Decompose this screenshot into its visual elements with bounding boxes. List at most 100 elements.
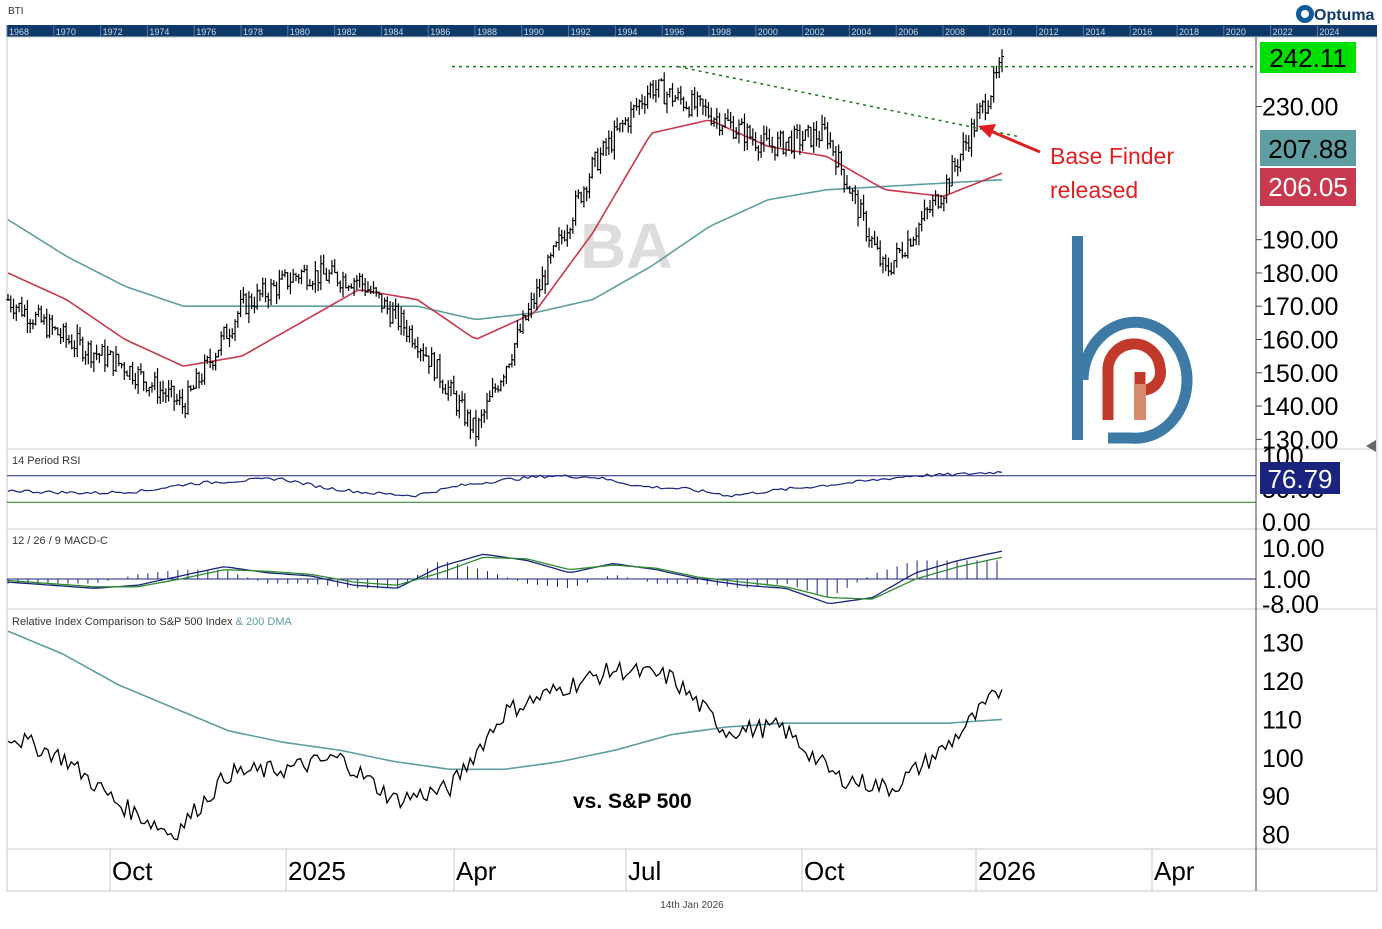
macd-y-tick: -8.00	[1262, 591, 1319, 619]
year-tick-label: 1980	[290, 27, 310, 37]
last-price-value: 242.11	[1269, 43, 1347, 73]
ma200-value-label: 207.88	[1260, 130, 1356, 166]
year-tick-label: 2002	[805, 27, 825, 37]
x-axis-tick-label: 2025	[288, 856, 346, 886]
relative-dma200-line	[7, 630, 1003, 771]
ma50-value-box	[1260, 168, 1356, 206]
price-overlays-layer	[452, 65, 1256, 138]
x-axis-tick-label: Oct	[804, 856, 845, 886]
relative-y-tick: 100	[1262, 745, 1304, 773]
year-tick-label: 1970	[56, 27, 76, 37]
annotation-line-2: released	[1050, 177, 1138, 203]
brand-mark-icon	[1072, 236, 1193, 444]
year-tick-label: 1988	[477, 27, 497, 37]
ma200-value-box	[1260, 130, 1356, 166]
base-finder-annotation: Base Finder released	[978, 124, 1174, 203]
year-tick-label: 1990	[524, 27, 544, 37]
year-tick-label: 2022	[1273, 27, 1293, 37]
ma200-layer	[7, 179, 1003, 321]
rsi-title: 14 Period RSI	[12, 455, 80, 467]
year-tick-label: 1986	[430, 27, 450, 37]
relative-line	[7, 660, 1003, 841]
price-y-tick: 230.00	[1262, 94, 1338, 122]
ma200-line	[7, 179, 1003, 321]
year-tick-label: 2016	[1132, 27, 1152, 37]
x-axis-tick-label: Oct	[112, 856, 153, 886]
macd-y-tick: 1.00	[1262, 566, 1311, 594]
ma50-value-label: 206.05	[1260, 168, 1356, 206]
footer-date: 14th Jan 2026	[660, 900, 724, 911]
annotation-line-1: Base Finder	[1050, 143, 1174, 169]
macd-y-tick: 10.00	[1262, 535, 1325, 563]
relative-title-main: Relative Index Comparison to S&P 500 Ind…	[12, 616, 233, 628]
optuma-logo: Optuma	[1296, 5, 1375, 24]
year-tick-label: 2006	[898, 27, 918, 37]
price-y-tick: 150.00	[1262, 360, 1338, 388]
year-tick-label: 2014	[1085, 27, 1105, 37]
price-bars-layer	[6, 49, 1004, 447]
annotation-arrow-line	[987, 128, 1041, 154]
rsi-last-value: 76.79	[1267, 464, 1332, 494]
year-tick-label: 2020	[1226, 27, 1246, 37]
year-tick-label: 1992	[571, 27, 591, 37]
brand-mark-accent	[1134, 384, 1146, 420]
relative-y-tick: 120	[1262, 668, 1304, 696]
optuma-logo-icon-inner	[1301, 10, 1309, 18]
macd-layer: 10.00 1.00-8.00	[7, 535, 1325, 619]
price-y-tick: 170.00	[1262, 293, 1338, 321]
panel-collapse-handle-icon[interactable]	[1366, 440, 1376, 452]
relative-y-tick: 90	[1262, 783, 1290, 811]
year-tick-label: 2010	[992, 27, 1012, 37]
year-tick-label: 2012	[1039, 27, 1059, 37]
year-tick-label: 1994	[617, 27, 637, 37]
relative-y-tick: 80	[1262, 821, 1290, 849]
watermark-ticker: BA	[580, 210, 672, 282]
year-tick-label: 1978	[243, 27, 263, 37]
ma200-value: 207.88	[1268, 134, 1348, 164]
price-y-tick: 130.00	[1262, 426, 1338, 454]
x-axis-labels: Oct 2025 Apr Jul Oct 2026 Apr	[109, 849, 1195, 891]
ma50-value: 206.05	[1268, 172, 1348, 202]
macd-signal-line	[7, 556, 1003, 600]
year-strip[interactable]	[7, 25, 1377, 37]
price-y-tick: 160.00	[1262, 327, 1338, 355]
brand-mark-red-arc	[1102, 338, 1166, 420]
year-tick-label: 1982	[337, 27, 357, 37]
relative-title: Relative Index Comparison to S&P 500 Ind…	[12, 616, 293, 628]
year-tick-label: 2000	[758, 27, 778, 37]
x-axis-tick-label: 2026	[978, 856, 1036, 886]
brand-mark-stem	[1072, 236, 1083, 440]
last-price-box	[1260, 42, 1356, 73]
year-tick-label: 1976	[196, 27, 216, 37]
year-tick-label: 1996	[664, 27, 684, 37]
rsi-last-box	[1260, 462, 1340, 494]
price-y-tick: 190.00	[1262, 227, 1338, 255]
x-axis-tick-label: Apr	[1154, 856, 1195, 886]
optuma-brand-text: Optuma	[1314, 7, 1375, 24]
annotation-arrow-head	[978, 124, 996, 138]
year-tick-label: 1972	[103, 27, 123, 37]
year-tick-label: 2004	[851, 27, 871, 37]
rsi-last-label: 76.79	[1260, 462, 1340, 494]
year-tick-label: 2008	[945, 27, 965, 37]
price-y-tick: 180.00	[1262, 260, 1338, 288]
year-tick-labels: 1968 1970 1972 1974 1976 1978 1980 1982 1984 1986…	[6, 25, 1339, 37]
year-tick-label: 2018	[1179, 27, 1199, 37]
x-axis-tick-label: Jul	[628, 856, 661, 886]
relative-panel[interactable]	[6, 608, 1378, 850]
year-tick-label: 1974	[149, 27, 169, 37]
price-y-tick: 140.00	[1262, 393, 1338, 421]
macd-line	[7, 550, 1003, 605]
trendline	[677, 65, 1019, 138]
ma50-layer	[7, 119, 1003, 367]
macd-title: 12 / 26 / 9 MACD-C	[12, 535, 108, 547]
year-tick-label: 1968	[9, 27, 29, 37]
brand-mark-bowl	[1077, 316, 1193, 444]
ma50-line	[7, 119, 1003, 367]
year-tick-label: 2024	[1319, 27, 1339, 37]
price-y-axis: 130.00 140.00 150.00 160.00 170.00 180.00 190.…	[1256, 94, 1338, 454]
year-tick-label: 1998	[711, 27, 731, 37]
rsi-line	[7, 470, 1003, 498]
x-axis-tick-label: Apr	[456, 856, 497, 886]
